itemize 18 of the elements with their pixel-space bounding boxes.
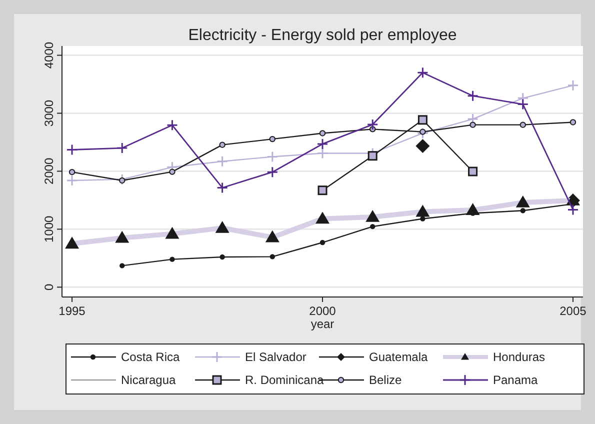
x-axis-title: year (310, 317, 334, 331)
y-tick-label: 3000 (42, 100, 56, 127)
x-tick-label: 1995 (58, 304, 86, 318)
legend-label: Guatemala (369, 350, 428, 364)
y-tick-label: 0 (42, 283, 56, 290)
legend-label: Panama (493, 373, 538, 387)
y-tick-label: 1000 (42, 216, 56, 243)
legend-label: R. Dominicana (245, 373, 324, 387)
legend-label: El Salvador (245, 350, 306, 364)
chart-title: Electricity - Energy sold per employee (188, 27, 457, 44)
x-tick-label: 2000 (309, 304, 336, 318)
y-tick-label: 2000 (42, 158, 56, 185)
legend-label: Costa Rica (121, 350, 180, 364)
legend-label: Belize (369, 373, 402, 387)
legend-label: Honduras (493, 350, 546, 364)
x-tick-label: 2005 (560, 304, 587, 318)
y-tick-label: 4000 (42, 42, 56, 69)
legend-label: Nicaragua (121, 373, 176, 387)
